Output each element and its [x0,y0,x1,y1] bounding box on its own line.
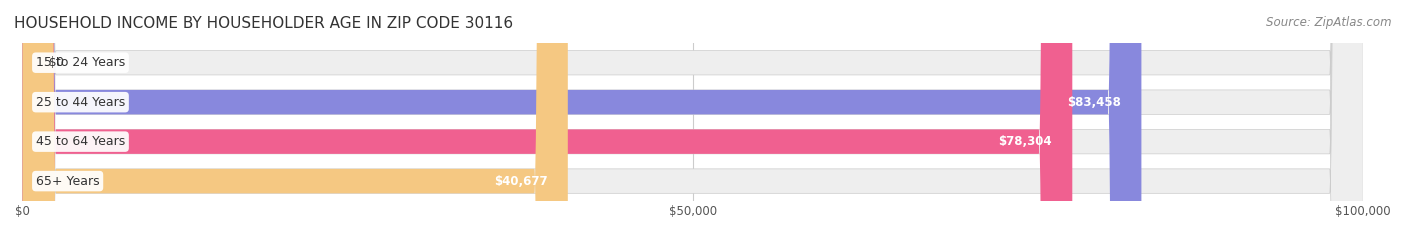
FancyBboxPatch shape [22,0,568,233]
Text: $83,458: $83,458 [1067,96,1122,109]
FancyBboxPatch shape [22,0,1364,233]
FancyBboxPatch shape [22,0,1073,233]
Text: $0: $0 [49,56,65,69]
FancyBboxPatch shape [22,0,1364,233]
FancyBboxPatch shape [22,0,1142,233]
Text: $40,677: $40,677 [494,175,548,188]
FancyBboxPatch shape [22,0,1364,233]
Text: 45 to 64 Years: 45 to 64 Years [35,135,125,148]
Text: 65+ Years: 65+ Years [35,175,100,188]
Text: Source: ZipAtlas.com: Source: ZipAtlas.com [1267,16,1392,29]
Text: HOUSEHOLD INCOME BY HOUSEHOLDER AGE IN ZIP CODE 30116: HOUSEHOLD INCOME BY HOUSEHOLDER AGE IN Z… [14,16,513,31]
Text: 25 to 44 Years: 25 to 44 Years [35,96,125,109]
FancyBboxPatch shape [22,0,1364,233]
Text: $78,304: $78,304 [998,135,1052,148]
Text: 15 to 24 Years: 15 to 24 Years [35,56,125,69]
